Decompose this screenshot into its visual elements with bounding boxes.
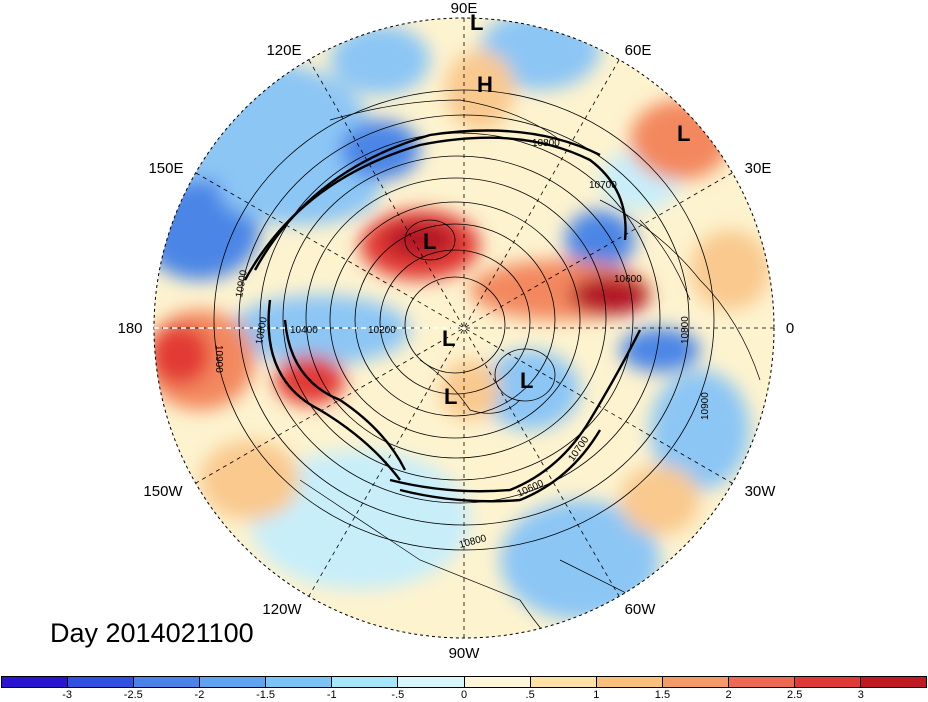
colorbar-segment bbox=[727, 677, 794, 687]
lon-label-150w: 150W bbox=[143, 483, 183, 500]
jet-contours bbox=[243, 129, 642, 503]
contour-label: 10700 bbox=[589, 180, 617, 191]
contour-label: 10900 bbox=[234, 269, 250, 299]
lon-label-0: 0 bbox=[786, 320, 794, 337]
contour-label: 10900 bbox=[700, 392, 711, 420]
low-pressure-mark: L bbox=[677, 121, 690, 146]
colorbar-tick-label: .5 bbox=[525, 689, 535, 701]
lon-label-60w: 60W bbox=[625, 601, 657, 618]
day-label: Day 2014021100 bbox=[50, 618, 254, 648]
colorbar-tick-label: 1.5 bbox=[654, 689, 671, 701]
colorbar-segment bbox=[397, 677, 464, 687]
colorbar-segment bbox=[265, 677, 332, 687]
contour-label: 10400 bbox=[290, 325, 318, 336]
colorbar-tick-label: 3 bbox=[857, 689, 864, 701]
colorbar-tick-label: -2 bbox=[194, 689, 205, 701]
colorbar-tick-label: 1 bbox=[593, 689, 600, 701]
colorbar-segment bbox=[463, 677, 530, 687]
colorbar-tick-label: 2.5 bbox=[787, 689, 803, 701]
coastlines bbox=[299, 99, 761, 638]
colorbar-segment bbox=[793, 677, 861, 687]
colorbar-segment bbox=[2, 677, 68, 687]
contour-label: 10200 bbox=[368, 325, 396, 336]
contour-label: 10800 bbox=[532, 138, 560, 149]
contour-label: 10800 bbox=[254, 316, 270, 346]
lon-label-150e: 150E bbox=[148, 160, 183, 177]
colorbar-segment bbox=[199, 677, 266, 687]
low-pressure-mark: L bbox=[520, 368, 533, 393]
colorbar-segment bbox=[67, 677, 134, 687]
colorbar-tick-label: 2 bbox=[725, 689, 732, 701]
meridians bbox=[154, 18, 774, 638]
colorbar-segment bbox=[661, 677, 728, 687]
high-pressure-mark: H bbox=[477, 72, 493, 97]
low-pressure-mark: L bbox=[442, 326, 455, 351]
lon-label-120w: 120W bbox=[262, 601, 302, 618]
contour-label: 10800 bbox=[680, 316, 691, 344]
lon-label-180: 180 bbox=[117, 320, 142, 337]
colorbar-segment bbox=[860, 677, 927, 687]
low-pressure-mark: L bbox=[470, 10, 483, 35]
contour-value-labels: 10800 10700 10600 10900 10800 10400 1020… bbox=[213, 138, 711, 551]
colorbar-tick-label: 0 bbox=[460, 689, 468, 701]
height-contours bbox=[213, 89, 715, 551]
colorbar-tick-label: -1.5 bbox=[256, 689, 276, 701]
lon-label-30w: 30W bbox=[745, 483, 777, 500]
colorbar-segment bbox=[133, 677, 200, 687]
colorbar-tick-label: -.5 bbox=[391, 689, 405, 701]
lon-label-90e: 90E bbox=[451, 0, 478, 17]
lon-label-30e: 30E bbox=[745, 160, 772, 177]
low-pressure-mark: L bbox=[423, 229, 436, 254]
colorbar-tick-label: -1 bbox=[326, 689, 337, 701]
low-pressure-mark: L bbox=[444, 384, 457, 409]
colorbar-ticks: -3 -2.5 -2 -1.5 -1 -.5 0 .5 1 1.5 2 2.5 3 bbox=[0, 688, 928, 702]
colorbar-segment bbox=[331, 677, 398, 687]
colorbar-tick-label: -2.5 bbox=[123, 689, 143, 701]
contour-label: 10900 bbox=[213, 345, 224, 373]
colorbar bbox=[1, 676, 927, 688]
colorbar-segment bbox=[595, 677, 662, 687]
lon-label-120e: 120E bbox=[266, 42, 301, 59]
colorbar-segment bbox=[529, 677, 596, 687]
contour-label: 10600 bbox=[614, 274, 642, 285]
lon-label-90w: 90W bbox=[449, 645, 481, 662]
lon-label-60e: 60E bbox=[625, 42, 652, 59]
colorbar-tick-label: -3 bbox=[62, 689, 73, 701]
